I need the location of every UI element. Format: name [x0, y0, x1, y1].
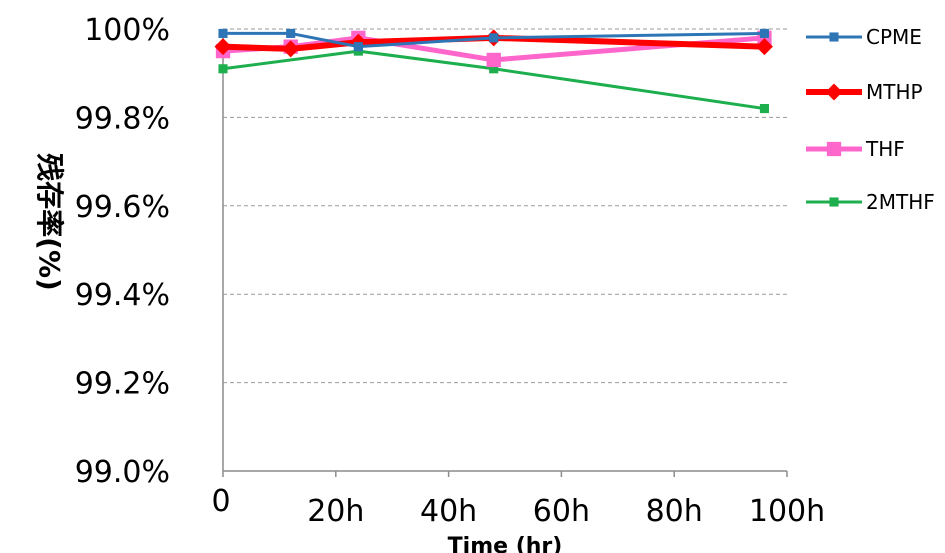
legend-item-thf: THF — [806, 137, 905, 161]
y-tick-label: 99.6% — [75, 190, 170, 225]
legend-item-cpme: CPME — [806, 25, 922, 49]
data-point-2mthf — [759, 104, 769, 114]
y-tick-label: 100% — [84, 13, 170, 48]
legend-label: THF — [865, 137, 905, 161]
data-point-mthp — [755, 38, 773, 56]
data-point-mthp — [214, 38, 232, 56]
legend-swatch-marker — [829, 32, 839, 42]
x-tick-label: 80h — [646, 494, 703, 529]
data-point-cpme — [218, 28, 228, 38]
legend-item-mthp: MTHP — [806, 80, 923, 104]
legend-swatch-marker — [825, 83, 843, 101]
series-group — [214, 28, 773, 114]
legend-swatch-marker — [829, 197, 839, 207]
data-point-cpme — [353, 42, 363, 52]
legend-label: 2MTHF — [866, 190, 935, 214]
y-tick-label: 99.2% — [75, 367, 170, 402]
x-tick-label: 0 — [211, 484, 230, 519]
series-cpme — [218, 28, 769, 52]
grid-lines — [223, 28, 787, 384]
data-point-mthp — [282, 40, 300, 58]
data-point-thf — [486, 52, 501, 68]
x-tick-label: 40h — [420, 494, 477, 529]
y-axis-label: 残存率(%) — [33, 153, 66, 291]
series-line-2mthf — [222, 49, 765, 111]
legend-label: CPME — [866, 25, 922, 49]
data-point-cpme — [759, 28, 769, 38]
y-tick-labels: 99.0% 99.2% 99.4% 99.6% 99.8% 100% — [75, 13, 170, 490]
legend: CPME MTHP THF 2MTHF — [806, 25, 935, 214]
data-point-2mthf — [489, 64, 499, 74]
legend-item-2mthf: 2MTHF — [806, 190, 935, 214]
x-tick-labels: 0 20h 40h 60h 80h 100h — [211, 484, 825, 529]
x-axis-label: Time (hr) — [448, 534, 563, 553]
y-tick-label: 99.8% — [75, 101, 170, 136]
axes — [222, 29, 788, 477]
legend-swatch-marker — [826, 141, 842, 157]
x-tick-label: 20h — [307, 494, 364, 529]
x-tick-label: 100h — [749, 494, 825, 529]
x-tick-label: 60h — [533, 494, 590, 529]
y-tick-label: 99.4% — [75, 278, 170, 313]
data-point-cpme — [489, 33, 499, 43]
data-point-2mthf — [218, 64, 228, 74]
data-point-cpme — [286, 28, 296, 38]
y-tick-label: 99.0% — [75, 455, 170, 490]
legend-label: MTHP — [866, 80, 923, 104]
